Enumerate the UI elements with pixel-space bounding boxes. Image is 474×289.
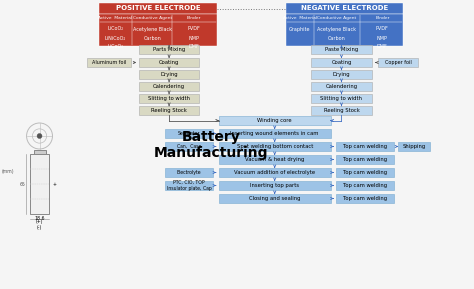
Text: Slitting to width: Slitting to width bbox=[148, 96, 190, 101]
FancyBboxPatch shape bbox=[139, 58, 199, 67]
FancyBboxPatch shape bbox=[219, 129, 330, 138]
Text: (-): (-) bbox=[37, 225, 42, 229]
FancyBboxPatch shape bbox=[337, 155, 394, 164]
Text: Aluminum foil: Aluminum foil bbox=[92, 60, 127, 65]
Text: Separator: Separator bbox=[178, 131, 200, 136]
FancyBboxPatch shape bbox=[219, 168, 330, 177]
Text: Conductive Agent: Conductive Agent bbox=[133, 16, 172, 20]
Text: Top cam welding: Top cam welding bbox=[343, 157, 387, 162]
Text: Active  Material: Active Material bbox=[98, 16, 132, 20]
Text: Reeling Stock: Reeling Stock bbox=[151, 108, 187, 113]
FancyBboxPatch shape bbox=[219, 116, 330, 125]
Text: +: + bbox=[53, 181, 56, 186]
Text: Calendering: Calendering bbox=[326, 84, 357, 89]
FancyBboxPatch shape bbox=[310, 45, 373, 54]
Text: Inserting top parts: Inserting top parts bbox=[250, 183, 299, 188]
FancyBboxPatch shape bbox=[378, 58, 418, 67]
Text: Binder: Binder bbox=[375, 16, 390, 20]
Text: Can,  Case: Can, Case bbox=[177, 144, 201, 149]
FancyBboxPatch shape bbox=[87, 58, 131, 67]
Text: Conductive Agent: Conductive Agent bbox=[317, 16, 356, 20]
Text: Vacuum & heat drying: Vacuum & heat drying bbox=[245, 157, 304, 162]
Text: PVDF: PVDF bbox=[376, 27, 389, 32]
Text: Parts Mixing: Parts Mixing bbox=[153, 47, 185, 52]
FancyBboxPatch shape bbox=[100, 3, 217, 14]
FancyBboxPatch shape bbox=[139, 94, 199, 103]
Text: DMF: DMF bbox=[189, 44, 200, 49]
FancyBboxPatch shape bbox=[286, 3, 403, 14]
Text: Shipping: Shipping bbox=[402, 144, 426, 149]
Text: Winding core: Winding core bbox=[257, 118, 292, 123]
FancyBboxPatch shape bbox=[29, 154, 49, 214]
Text: (+): (+) bbox=[36, 220, 43, 225]
FancyBboxPatch shape bbox=[310, 82, 373, 91]
Text: Battery
Manufacturing: Battery Manufacturing bbox=[154, 130, 268, 160]
FancyBboxPatch shape bbox=[337, 194, 394, 203]
FancyBboxPatch shape bbox=[139, 106, 199, 115]
Text: Calendering: Calendering bbox=[153, 84, 185, 89]
Text: LiCoO₂: LiCoO₂ bbox=[107, 44, 123, 49]
FancyBboxPatch shape bbox=[219, 155, 330, 164]
Text: Coating: Coating bbox=[331, 60, 352, 65]
Text: Drying: Drying bbox=[160, 72, 178, 77]
Text: 18.6: 18.6 bbox=[34, 216, 45, 221]
Text: Vacuum addition of electrolyte: Vacuum addition of electrolyte bbox=[234, 170, 315, 175]
Text: Top cam welding: Top cam welding bbox=[343, 183, 387, 188]
Text: Acetylene Black: Acetylene Black bbox=[133, 27, 172, 32]
FancyBboxPatch shape bbox=[165, 181, 213, 190]
Text: Coating: Coating bbox=[159, 60, 179, 65]
Text: Paste Mixing: Paste Mixing bbox=[325, 47, 358, 52]
FancyBboxPatch shape bbox=[139, 82, 199, 91]
Text: Drying: Drying bbox=[333, 72, 350, 77]
Text: Top cam welding: Top cam welding bbox=[343, 170, 387, 175]
Text: NMP: NMP bbox=[189, 36, 200, 40]
FancyBboxPatch shape bbox=[219, 142, 330, 151]
FancyBboxPatch shape bbox=[337, 181, 394, 190]
Text: POSITIVE ELECTRODE: POSITIVE ELECTRODE bbox=[116, 5, 201, 12]
Text: Inserting wound elements in cam: Inserting wound elements in cam bbox=[230, 131, 319, 136]
FancyBboxPatch shape bbox=[219, 181, 330, 190]
FancyBboxPatch shape bbox=[165, 129, 213, 138]
FancyBboxPatch shape bbox=[310, 106, 373, 115]
Text: Carbon: Carbon bbox=[328, 36, 346, 40]
FancyBboxPatch shape bbox=[310, 58, 373, 67]
Text: (mm): (mm) bbox=[1, 170, 14, 175]
Text: Graphite: Graphite bbox=[289, 27, 310, 32]
Text: Active  Material: Active Material bbox=[283, 16, 317, 20]
FancyBboxPatch shape bbox=[165, 142, 213, 151]
FancyBboxPatch shape bbox=[310, 70, 373, 79]
FancyBboxPatch shape bbox=[286, 14, 403, 46]
Text: Closing and sealing: Closing and sealing bbox=[249, 196, 301, 201]
Text: PTC, CIO, TOP
Insulator plate, Cap: PTC, CIO, TOP Insulator plate, Cap bbox=[167, 180, 211, 191]
Text: LiCoO₂: LiCoO₂ bbox=[107, 27, 123, 32]
FancyBboxPatch shape bbox=[310, 94, 373, 103]
Text: Acetylene Black: Acetylene Black bbox=[317, 27, 356, 32]
Text: Reeling Stock: Reeling Stock bbox=[324, 108, 359, 113]
Text: Electrolyte: Electrolyte bbox=[177, 170, 201, 175]
Text: Copper foil: Copper foil bbox=[385, 60, 411, 65]
Text: Top cam welding: Top cam welding bbox=[343, 196, 387, 201]
Text: Binder: Binder bbox=[187, 16, 201, 20]
FancyBboxPatch shape bbox=[165, 168, 213, 177]
Text: PVDF: PVDF bbox=[188, 27, 201, 32]
FancyBboxPatch shape bbox=[337, 168, 394, 177]
FancyBboxPatch shape bbox=[219, 194, 330, 203]
Text: Carbon: Carbon bbox=[143, 36, 161, 40]
Text: DMF: DMF bbox=[377, 44, 388, 49]
FancyBboxPatch shape bbox=[398, 142, 430, 151]
Text: NEGATIVE ELECTRODE: NEGATIVE ELECTRODE bbox=[301, 5, 388, 12]
Text: LiNiCoO₂: LiNiCoO₂ bbox=[105, 36, 126, 40]
FancyBboxPatch shape bbox=[139, 45, 199, 54]
FancyBboxPatch shape bbox=[34, 150, 46, 154]
Text: Top cam welding: Top cam welding bbox=[343, 144, 387, 149]
Circle shape bbox=[37, 134, 42, 138]
FancyBboxPatch shape bbox=[100, 14, 217, 46]
Text: NMP: NMP bbox=[377, 36, 388, 40]
FancyBboxPatch shape bbox=[337, 142, 394, 151]
Text: 65: 65 bbox=[19, 181, 26, 186]
Text: Slitting to width: Slitting to width bbox=[320, 96, 363, 101]
Text: Spot welding bottom contact: Spot welding bottom contact bbox=[237, 144, 313, 149]
FancyBboxPatch shape bbox=[139, 70, 199, 79]
